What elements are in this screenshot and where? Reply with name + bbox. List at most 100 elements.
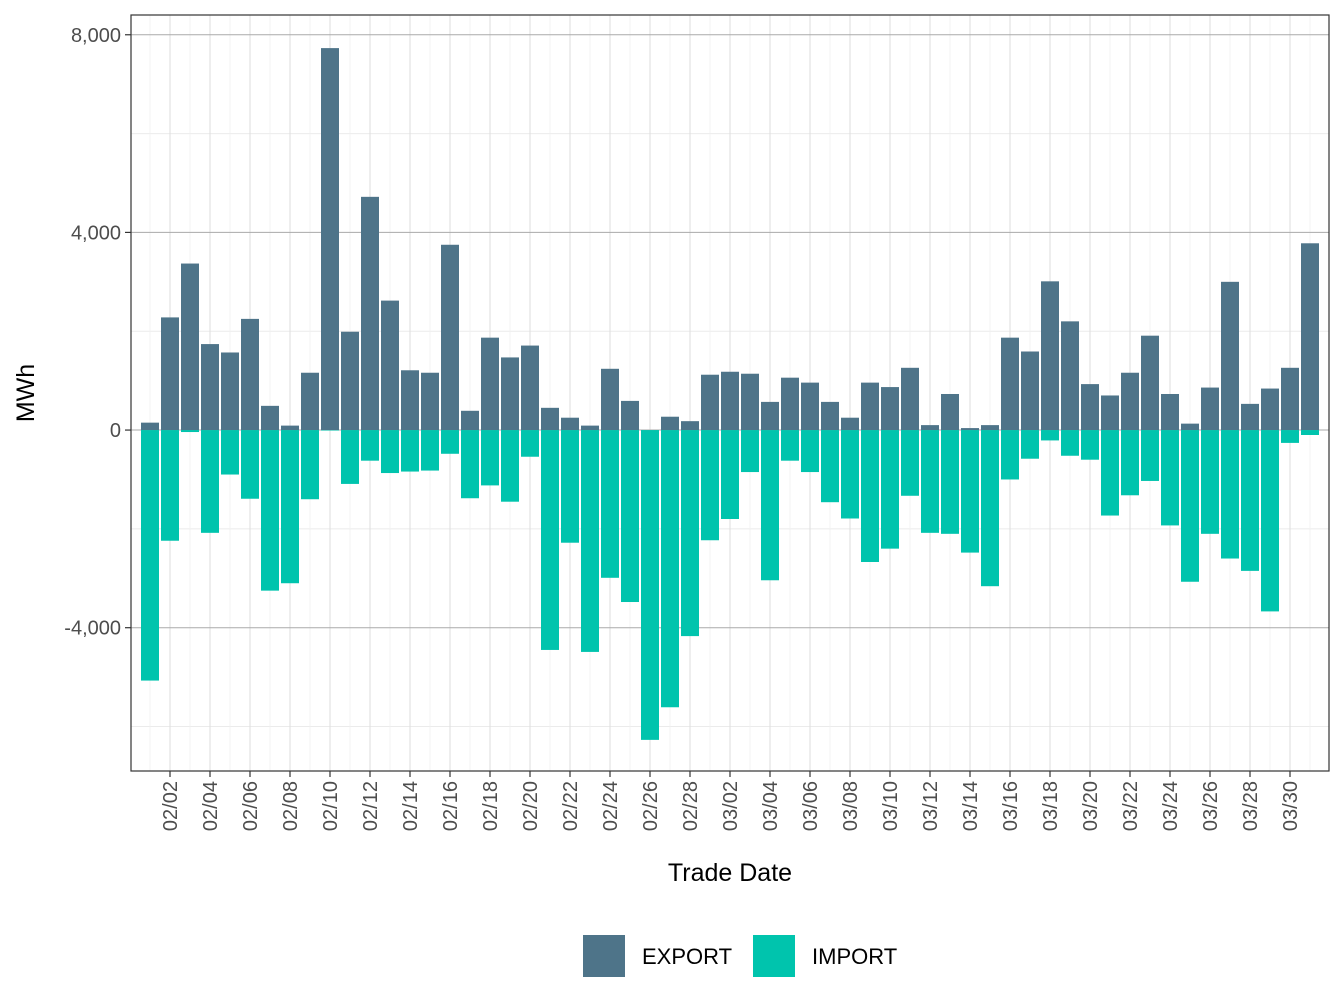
x-axis: 02/02 02/04 02/06 02/08 02/10 02/12 02/14 02/16… [160, 771, 1302, 831]
export-bar-03-23 [1141, 335, 1159, 431]
export-bar-02-22 [561, 417, 579, 431]
import-bar-02-26 [641, 430, 659, 740]
import-bar-03-21 [1101, 430, 1119, 516]
x-tick-label-3: 02/08 [280, 781, 302, 831]
import-bar-02-23 [581, 430, 599, 652]
x-tick-label-23: 03/20 [1080, 781, 1102, 831]
import-bar-03-11 [901, 430, 919, 496]
legend-swatch-import [753, 935, 795, 977]
import-bar-02-12 [361, 430, 379, 461]
y-axis-title: MWh [12, 364, 40, 422]
legend-label-import: IMPORT [812, 944, 897, 969]
export-bar-03-07 [821, 401, 839, 431]
import-bar-03-29 [1261, 430, 1279, 612]
import-bar-02-07 [261, 430, 279, 591]
export-bar-03-22 [1121, 372, 1139, 431]
import-bar-02-15 [421, 430, 439, 471]
x-tick-label-20: 03/14 [960, 781, 982, 831]
legend: EXPORT IMPORT [583, 935, 897, 977]
export-bar-02-09 [301, 372, 319, 431]
legend-label-export: EXPORT [642, 944, 732, 969]
export-bar-03-17 [1021, 351, 1039, 431]
x-tick-label-2: 02/06 [240, 781, 262, 831]
import-bar-03-20 [1081, 430, 1099, 460]
export-bar-02-20 [521, 345, 539, 431]
import-bar-03-13 [941, 430, 959, 534]
import-bar-03-27 [1221, 430, 1239, 559]
export-bar-03-27 [1221, 281, 1239, 431]
export-bar-02-02 [161, 317, 179, 431]
export-bar-02-13 [381, 300, 399, 431]
import-bar-03-05 [781, 430, 799, 461]
import-bar-02-18 [481, 430, 499, 486]
export-bar-03-12 [921, 425, 939, 431]
export-bar-02-23 [581, 425, 599, 431]
import-bar-02-16 [441, 430, 459, 454]
x-tick-label-22: 03/18 [1040, 781, 1062, 831]
x-tick-label-0: 02/02 [160, 781, 182, 831]
import-bar-03-28 [1241, 430, 1259, 571]
export-bar-02-07 [261, 405, 279, 431]
import-bar-02-01 [141, 430, 159, 681]
import-bar-02-28 [681, 430, 699, 637]
import-bar-02-24 [601, 430, 619, 578]
export-bar-03-08 [841, 417, 859, 431]
export-bar-02-15 [421, 372, 439, 431]
import-bar-02-04 [201, 430, 219, 533]
import-bar-03-23 [1141, 430, 1159, 481]
import-bar-03-15 [981, 430, 999, 587]
export-bar-03-20 [1081, 384, 1099, 431]
export-bar-03-11 [901, 367, 919, 431]
import-bar-02-22 [561, 430, 579, 543]
export-bar-03-21 [1101, 395, 1119, 431]
export-bar-03-01 [701, 374, 719, 431]
export-bar-03-24 [1161, 393, 1179, 431]
import-bar-03-12 [921, 430, 939, 533]
export-bar-02-18 [481, 337, 499, 431]
import-bar-03-09 [861, 430, 879, 562]
import-bar-02-03 [181, 430, 199, 433]
import-bar-03-08 [841, 430, 859, 519]
export-bar-02-05 [221, 352, 239, 431]
import-bar-03-10 [881, 430, 899, 549]
export-bar-03-14 [961, 428, 979, 431]
x-tick-label-13: 02/28 [680, 781, 702, 831]
export-bar-02-12 [361, 196, 379, 431]
x-tick-label-10: 02/22 [560, 781, 582, 831]
export-bar-02-24 [601, 368, 619, 431]
import-bar-03-04 [761, 430, 779, 581]
import-bars [141, 430, 1319, 740]
export-bar-02-14 [401, 370, 419, 431]
x-tick-label-26: 03/26 [1200, 781, 1222, 831]
export-bar-02-04 [201, 344, 219, 431]
x-tick-label-9: 02/20 [520, 781, 542, 831]
export-bar-02-28 [681, 421, 699, 431]
export-bar-03-13 [941, 393, 959, 431]
x-tick-label-19: 03/12 [920, 781, 942, 831]
import-bar-03-30 [1281, 430, 1299, 443]
x-tick-label-14: 03/02 [720, 781, 742, 831]
import-bar-03-25 [1181, 430, 1199, 582]
y-tick-label-2: 4,000 [71, 222, 121, 244]
import-bar-02-08 [281, 430, 299, 584]
export-bar-03-05 [781, 377, 799, 431]
export-bar-02-21 [541, 407, 559, 431]
import-bar-02-19 [501, 430, 519, 502]
import-bar-02-13 [381, 430, 399, 474]
import-bar-02-06 [241, 430, 259, 499]
x-tick-label-25: 03/24 [1160, 781, 1182, 831]
x-tick-label-17: 03/08 [840, 781, 862, 831]
y-tick-label-3: 8,000 [71, 25, 121, 47]
export-bar-02-25 [621, 400, 639, 431]
x-tick-label-7: 02/16 [440, 781, 462, 831]
export-bar-02-08 [281, 425, 299, 431]
x-tick-label-11: 02/24 [600, 781, 622, 831]
import-bar-02-17 [461, 430, 479, 499]
export-bars [141, 48, 1319, 431]
import-bar-03-06 [801, 430, 819, 473]
y-tick-label-0: -4,000 [64, 618, 121, 640]
import-bar-02-20 [521, 430, 539, 457]
export-bar-03-26 [1201, 387, 1219, 431]
x-tick-label-12: 02/26 [640, 781, 662, 831]
y-tick-label-1: 0 [110, 420, 121, 442]
